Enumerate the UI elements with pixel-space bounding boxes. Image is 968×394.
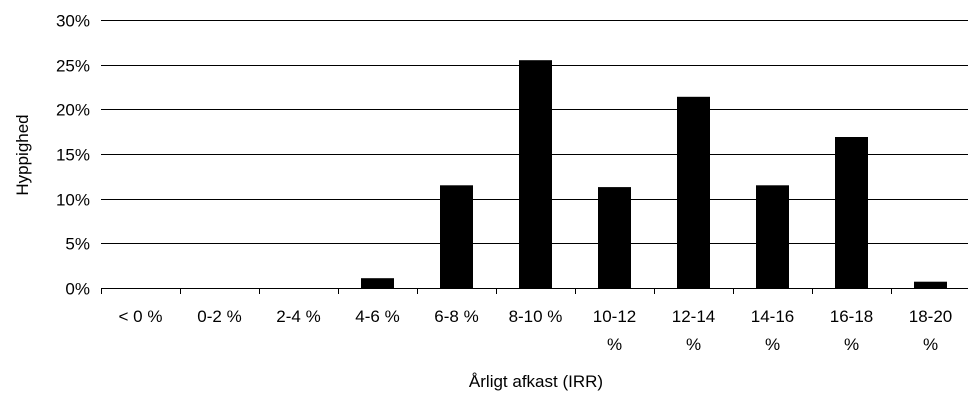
y-tick-label: 20% (56, 101, 90, 120)
y-axis-title: Hyppighed (13, 114, 32, 195)
y-tick-label: 15% (56, 146, 90, 165)
bar (440, 185, 473, 288)
x-tick-label: 2-4 % (276, 307, 320, 326)
y-axis-ticks: 0% 5% 10% 15% 20% 25% 30% (56, 12, 90, 299)
x-tick-label: 4-6 % (355, 307, 399, 326)
x-tick-label: 18-20% (909, 307, 952, 354)
x-axis-title: Årligt afkast (IRR) (469, 372, 603, 391)
bar (914, 281, 947, 288)
x-tick-label: 10-12% (593, 307, 636, 354)
x-tick-label: 12-14% (672, 307, 715, 354)
bar (598, 187, 631, 288)
y-tick-label: 30% (56, 12, 90, 31)
bar (361, 278, 394, 288)
x-tick-label: < 0 % (119, 307, 163, 326)
y-tick-label: 0% (65, 280, 90, 299)
bar (519, 60, 552, 289)
bar (677, 96, 710, 288)
bars (361, 60, 947, 289)
x-tick-label: 0-2 % (197, 307, 241, 326)
y-tick-label: 25% (56, 57, 90, 76)
x-axis (101, 288, 968, 294)
x-axis-ticks: < 0 % 0-2 % 2-4 % 4-6 % 6-8 % 8-10 % 10-12 % 12-… (119, 307, 953, 354)
x-tick-label: 14-16% (751, 307, 794, 354)
x-tick-label: 16-18% (830, 307, 873, 354)
x-tick-label: 6-8 % (434, 307, 478, 326)
bar (756, 185, 789, 288)
x-tick-label: 8-10 % (509, 307, 563, 326)
y-tick-label: 10% (56, 191, 90, 210)
bar (835, 137, 868, 288)
y-tick-label: 5% (65, 235, 90, 254)
